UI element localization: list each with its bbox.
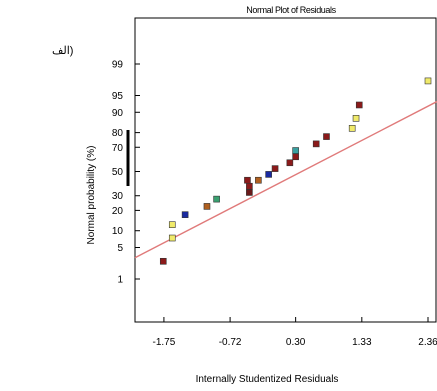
y-tick-label: 30: [112, 191, 124, 202]
data-point: [246, 189, 253, 196]
data-point: [265, 171, 272, 178]
fit-line-layer: [134, 100, 437, 259]
y-axis-label: Normal probability (%): [86, 146, 97, 245]
y-tick-label: 70: [112, 143, 124, 154]
y-tick-label: 5: [117, 243, 123, 254]
data-point: [352, 115, 360, 122]
data-point: [246, 182, 253, 190]
x-tick-label: 1.33: [352, 337, 372, 348]
y-tick-label: 1: [117, 275, 123, 286]
data-point: [244, 176, 251, 184]
x-tick-label: -0.72: [219, 337, 242, 348]
y-tick-label: 90: [112, 108, 124, 119]
data-point: [355, 101, 363, 109]
data-point: [292, 147, 299, 154]
data-point: [159, 257, 167, 265]
data-point: [323, 133, 330, 140]
data-point: [286, 159, 294, 167]
y-tick-label: 10: [112, 226, 124, 237]
data-point: [213, 195, 220, 203]
data-point: [203, 203, 211, 210]
chart-title: Normal Plot of Residuals: [246, 5, 336, 15]
data-point: [271, 165, 279, 172]
y-tick-label: 50: [112, 167, 124, 178]
y-tick-label: 20: [112, 206, 124, 217]
data-point: [181, 211, 189, 218]
x-tick-label: 2.36: [418, 337, 437, 348]
points-layer: [159, 77, 432, 265]
y-tick-label: 95: [112, 91, 124, 102]
y-tick-label: 80: [112, 128, 124, 139]
plot-frame: [134, 17, 437, 323]
data-point: [292, 153, 299, 161]
data-point: [312, 140, 320, 148]
x-tick-label: 0.30: [286, 337, 306, 348]
data-point: [348, 125, 356, 132]
x-tick-label: -1.75: [153, 337, 176, 348]
data-point: [424, 77, 432, 85]
data-point: [168, 221, 176, 228]
y-ticks-layer: 99 95 90 80 70 50 30 20 10 5 1: [112, 60, 140, 286]
x-ticks-layer: -1.75 -0.72 0.30 1.33 2.36: [153, 317, 437, 348]
data-point: [168, 234, 176, 242]
y-tick-label: 99: [112, 60, 124, 71]
panel-label: (الف: [52, 45, 73, 57]
x-axis-label: Internally Studentized Residuals: [196, 374, 339, 385]
fit-line: [134, 100, 437, 259]
data-point: [255, 176, 262, 184]
